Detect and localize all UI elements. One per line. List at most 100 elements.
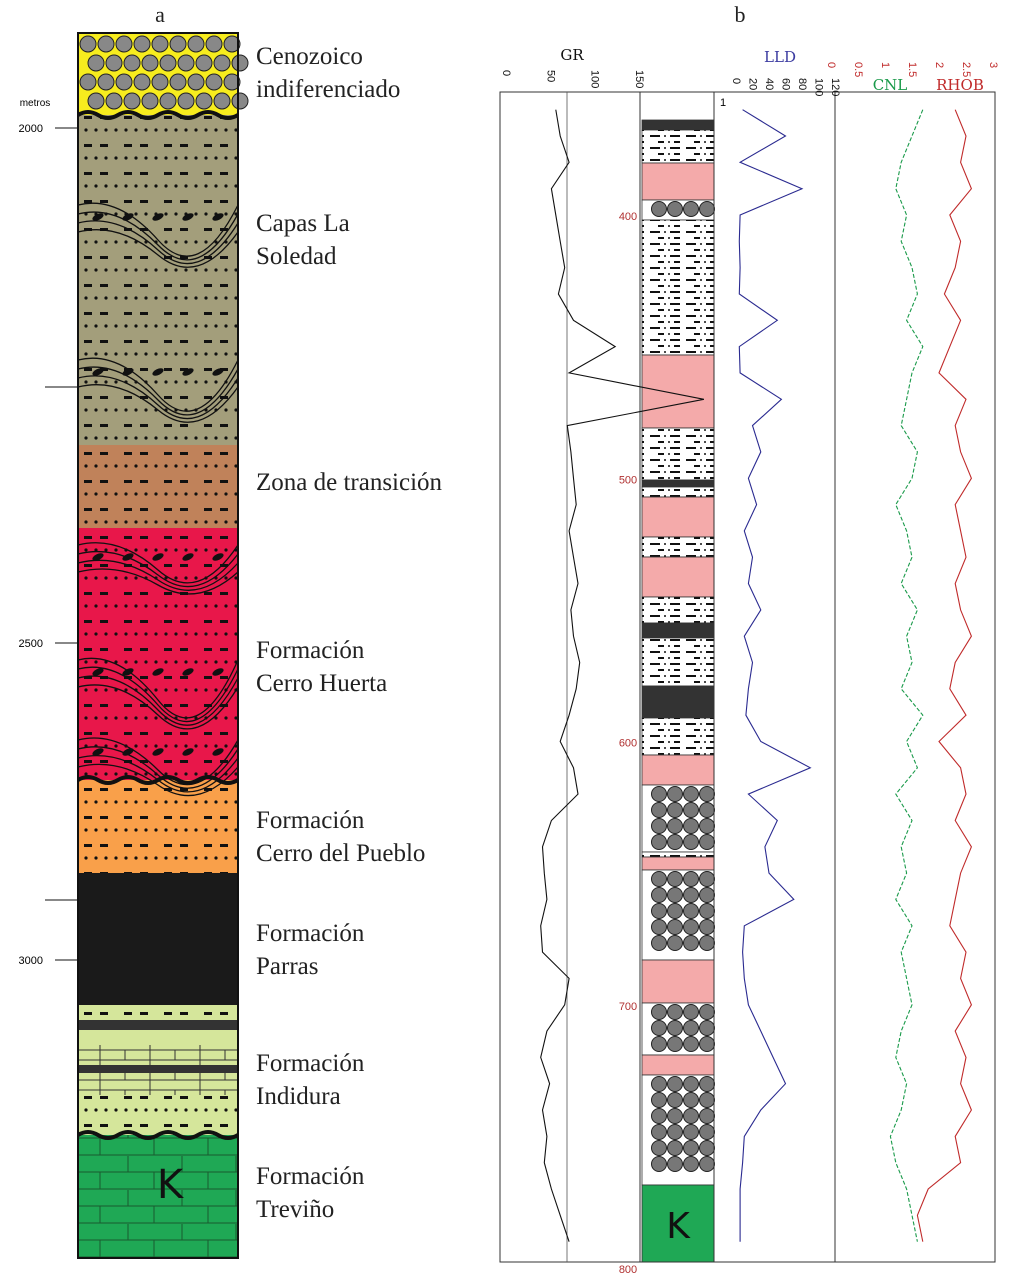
clast <box>683 834 699 850</box>
panel-label: b <box>735 2 746 27</box>
clast <box>683 919 699 935</box>
rhob-tick-label: 0 <box>825 62 837 68</box>
clast <box>195 54 213 72</box>
layer-pattern <box>78 528 238 780</box>
clast <box>141 92 159 110</box>
cross-bed <box>77 737 239 786</box>
unit-name: Parras <box>256 953 318 980</box>
rhob-tick-label: 2 <box>933 62 945 68</box>
lithology <box>641 556 715 598</box>
clast <box>667 887 683 903</box>
clast <box>79 73 97 91</box>
clast <box>79 35 97 53</box>
clast <box>699 1156 715 1172</box>
cross-bed <box>77 684 239 730</box>
lithology <box>641 496 715 538</box>
pebble <box>152 213 164 221</box>
clast <box>683 903 699 919</box>
clast <box>667 1092 683 1108</box>
gr-tick-label: 50 <box>544 70 556 82</box>
unit-name: Soledad <box>256 243 337 270</box>
clast <box>667 802 683 818</box>
dark-band <box>78 1020 238 1030</box>
lld-tick-label: 20 <box>747 78 759 90</box>
depth-tick-label: 3000 <box>19 955 43 967</box>
clast <box>667 1140 683 1156</box>
clast <box>651 1156 667 1172</box>
clast <box>651 887 667 903</box>
log-title: CNL <box>873 76 908 94</box>
unit-name: Zona de transición <box>256 469 443 496</box>
pebble <box>182 368 194 376</box>
clast <box>699 1076 715 1092</box>
lithology-pattern <box>642 487 714 497</box>
clast <box>97 73 115 91</box>
log-title: LLD <box>764 48 796 66</box>
cnl-curve <box>889 109 924 1242</box>
lithology <box>641 959 715 1004</box>
clast <box>683 1140 699 1156</box>
clast <box>195 92 213 110</box>
clast <box>105 92 123 110</box>
cross-bed <box>77 384 239 423</box>
clast <box>699 919 715 935</box>
clast <box>667 1156 683 1172</box>
lld-tick-label: 0 <box>730 78 742 84</box>
unit-name: Cerro Huerta <box>256 670 387 697</box>
clast <box>699 1140 715 1156</box>
clast <box>699 201 715 217</box>
clast <box>651 1108 667 1124</box>
clast <box>667 1004 683 1020</box>
clast <box>115 35 133 53</box>
column-symbol: K <box>157 1162 185 1208</box>
lithology <box>641 354 715 429</box>
lithology <box>641 1054 715 1076</box>
pebble <box>92 213 104 221</box>
clast <box>651 1036 667 1052</box>
layer <box>78 873 238 1005</box>
depth-tick-label: 400 <box>619 211 637 223</box>
lithology-pattern <box>642 130 714 163</box>
clast <box>97 35 115 53</box>
pebble <box>122 668 134 676</box>
pebble <box>92 553 104 561</box>
unconformity <box>76 110 240 120</box>
pebble <box>92 748 104 756</box>
column-symbol: K <box>666 1206 691 1247</box>
cross-bed <box>77 211 239 261</box>
log-top-label: 1 <box>720 97 726 109</box>
cross-bed <box>77 357 239 412</box>
unit-label: metros <box>20 98 51 109</box>
cross-bed <box>77 550 239 588</box>
clast <box>651 786 667 802</box>
clast <box>651 903 667 919</box>
clast <box>205 35 223 53</box>
clast <box>115 73 133 91</box>
clast <box>699 903 715 919</box>
clast <box>133 35 151 53</box>
lld-tick-label: 60 <box>780 78 792 90</box>
clast <box>699 818 715 834</box>
clast <box>651 1076 667 1092</box>
pebble <box>122 368 134 376</box>
rhob-tick-label: 2.5 <box>960 62 972 77</box>
pebble <box>152 668 164 676</box>
clast <box>177 92 195 110</box>
pebble <box>122 748 134 756</box>
layer-pattern <box>78 115 238 445</box>
depth-tick-label: 2500 <box>19 638 43 650</box>
depth-tick-label: 700 <box>619 1001 637 1013</box>
clast <box>231 92 249 110</box>
log-frame <box>499 91 996 1263</box>
depth-tick-label: 800 <box>619 1264 637 1276</box>
unconformity <box>76 775 240 785</box>
clast <box>651 1020 667 1036</box>
lithology <box>641 1184 715 1263</box>
clast <box>683 1156 699 1172</box>
cross-bed <box>77 666 239 723</box>
column-frame <box>77 32 239 1259</box>
clast <box>187 73 205 91</box>
clast <box>699 1036 715 1052</box>
layer-pattern <box>78 1135 238 1258</box>
clast <box>683 871 699 887</box>
